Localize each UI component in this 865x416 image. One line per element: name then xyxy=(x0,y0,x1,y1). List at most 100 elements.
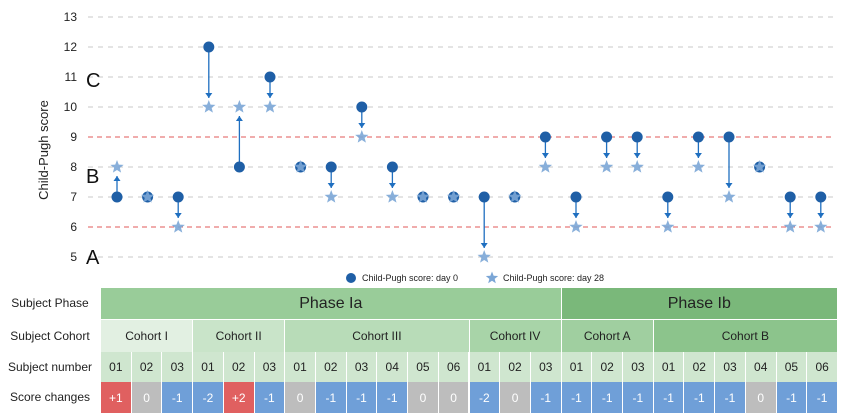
grade-label-c: C xyxy=(86,70,100,92)
y-tick-label: 13 xyxy=(64,10,78,24)
y-axis-ticks: 5 6 7 8 9 10 11 12 13 xyxy=(64,10,78,264)
change-arrow-head xyxy=(664,213,672,218)
change-arrow-head xyxy=(725,183,733,188)
subject-number-cell: 01 xyxy=(561,352,593,382)
day0-point xyxy=(539,131,551,143)
y-tick-label: 6 xyxy=(70,220,77,234)
score-change-cell: -2 xyxy=(469,382,501,413)
legend-day0-marker xyxy=(346,273,356,283)
day28-point xyxy=(752,160,767,173)
subject-number-cell: 03 xyxy=(623,352,654,382)
score-change-cell: -1 xyxy=(623,382,654,413)
day0-point xyxy=(356,101,368,113)
score-change-cell: -1 xyxy=(254,382,286,413)
change-arrow-head xyxy=(235,116,243,121)
day0-point xyxy=(233,161,245,173)
row-label-number: Subject number xyxy=(7,360,93,374)
day28-point xyxy=(538,160,553,173)
day28-point xyxy=(569,220,583,233)
subject-number-cell: 04 xyxy=(745,352,777,382)
day0-point xyxy=(325,161,337,173)
row-label-phase: Subject Phase xyxy=(11,296,89,310)
legend-day0-label: Child-Pugh score: day 0 xyxy=(362,273,458,283)
subject-number-cell: 02 xyxy=(592,352,624,382)
day0-point xyxy=(723,131,735,143)
score-change-cell: -1 xyxy=(346,382,378,413)
day28-point xyxy=(324,190,338,203)
y-tick-label: 5 xyxy=(70,250,77,264)
score-change-cell: -1 xyxy=(530,382,562,413)
score-change-cell: -1 xyxy=(592,382,624,413)
change-arrow-head xyxy=(603,153,611,158)
change-arrow-head xyxy=(694,153,702,158)
subject-number-cell: 01 xyxy=(285,352,316,382)
score-change-cell: -2 xyxy=(193,382,224,413)
day28-point xyxy=(446,190,461,203)
grade-labels: A B C xyxy=(86,70,100,269)
score-change-cell: 0 xyxy=(500,382,531,413)
subject-number-cell: 01 xyxy=(101,352,132,382)
cohort-cell: Cohort II xyxy=(193,320,286,352)
day0-point xyxy=(784,191,796,203)
score-change-cell: 0 xyxy=(408,382,439,413)
y-tick-label: 9 xyxy=(70,130,77,144)
y-tick-label: 10 xyxy=(64,100,78,114)
cohort-cell: Cohort III xyxy=(285,320,470,352)
phase-cell: Phase Ib xyxy=(561,288,838,319)
day28-point xyxy=(171,220,185,233)
subject-number-cell: 01 xyxy=(653,352,685,382)
day28-point xyxy=(599,160,614,173)
subject-number-cell: 02 xyxy=(684,352,716,382)
subject-number-cell: 05 xyxy=(408,352,439,382)
change-arrow-head xyxy=(541,153,549,158)
subject-number-cell: 03 xyxy=(254,352,286,382)
day28-point xyxy=(232,100,247,113)
day28-point xyxy=(691,160,706,173)
subject-number-cell: 03 xyxy=(530,352,562,382)
row-label-cohort: Subject Cohort xyxy=(10,329,90,343)
day0-point xyxy=(601,131,613,143)
day28-point xyxy=(140,190,155,203)
grid-lines xyxy=(88,16,835,258)
subject-number-cell: 06 xyxy=(438,352,470,382)
child-pugh-chart: 5 6 7 8 9 10 11 12 13 Child-Pugh score A B C Child… xyxy=(36,10,835,284)
subject-number-cell: 02 xyxy=(223,352,255,382)
score-change-cell: +2 xyxy=(223,382,255,413)
grade-label-b: B xyxy=(86,166,99,188)
day28-point xyxy=(293,160,308,173)
cohort-cell: Cohort A xyxy=(561,320,654,352)
change-arrow-head xyxy=(786,213,794,218)
day0-point xyxy=(478,191,490,203)
day0-point xyxy=(631,131,643,143)
subject-number-cell: 02 xyxy=(315,352,347,382)
day0-point xyxy=(203,41,215,53)
change-arrow-head xyxy=(205,93,213,98)
cohort-cell: Cohort I xyxy=(101,320,194,352)
change-arrow-head xyxy=(633,153,641,158)
y-tick-label: 8 xyxy=(70,160,77,174)
cohort-cell: Cohort B xyxy=(653,320,838,352)
score-change-cell: +1 xyxy=(101,382,132,413)
y-tick-label: 7 xyxy=(70,190,77,204)
change-arrow-head xyxy=(327,183,335,188)
change-arrow-head xyxy=(480,243,488,248)
day0-point xyxy=(264,71,276,83)
legend-day28-marker xyxy=(485,271,499,284)
day28-point xyxy=(783,220,797,233)
change-arrow-head xyxy=(174,213,182,218)
phase-cell: Phase Ia xyxy=(101,288,562,319)
day28-point xyxy=(630,160,644,173)
change-arrow-head xyxy=(358,123,366,128)
day0-point xyxy=(662,191,674,203)
subject-number-cell: 01 xyxy=(469,352,501,382)
legend-day28-label: Child-Pugh score: day 28 xyxy=(503,273,604,283)
subject-number-cell: 02 xyxy=(500,352,531,382)
score-change-cell: -1 xyxy=(561,382,593,413)
y-axis-label: Child-Pugh score xyxy=(36,100,51,200)
change-arrow-head xyxy=(388,183,396,188)
change-arrow-head xyxy=(817,213,825,218)
legend: Child-Pugh score: day 0 Child-Pugh score:… xyxy=(346,271,604,284)
day28-point xyxy=(416,190,430,203)
subject-number-cell: 03 xyxy=(715,352,746,382)
score-change-cell: -1 xyxy=(776,382,808,413)
